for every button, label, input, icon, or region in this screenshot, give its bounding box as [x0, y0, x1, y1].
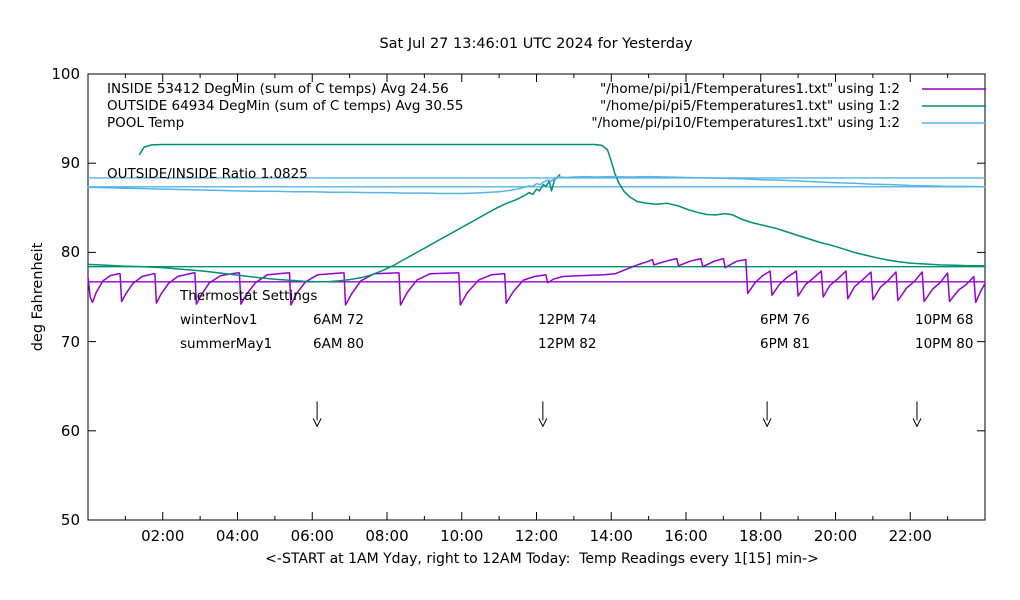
thermostat-setting: 10PM 80	[915, 336, 974, 352]
x-tick-label: 04:00	[215, 527, 260, 545]
y-tick-label: 70	[60, 332, 80, 351]
y-tick-label: 90	[60, 154, 80, 173]
thermostat-setting: 6PM 76	[760, 312, 810, 328]
thermostat-arrow-head	[538, 418, 548, 428]
x-tick-label: 14:00	[589, 527, 633, 545]
thermostat-arrow-head	[912, 418, 922, 428]
y-tick-label: 50	[60, 511, 80, 529]
ratio-annotation: OUTSIDE/INSIDE Ratio 1.0825	[107, 166, 308, 182]
x-tick-label: 16:00	[664, 527, 708, 545]
legend-label-inside: INSIDE 53412 DegMin (sum of C temps) Avg…	[107, 81, 449, 97]
thermostat-settings-title: Thermostat Settings	[180, 288, 318, 304]
series-pool-temp	[87, 175, 986, 195]
legend-source-pool: "/home/pi/pi10/Ftemperatures1.txt" using…	[591, 115, 900, 131]
x-tick-label: 22:00	[888, 527, 932, 545]
thermostat-setting: 12PM 82	[538, 336, 597, 352]
y-tick-label: 100	[51, 65, 80, 83]
chart-title: Sat Jul 27 13:46:01 UTC 2024 for Yesterd…	[379, 36, 693, 52]
series-outside-temp	[87, 174, 561, 283]
thermostat-setting: 6PM 81	[760, 336, 810, 352]
thermostat-row-name: summerMay1	[180, 336, 273, 352]
x-tick-label: 10:00	[440, 527, 484, 545]
y-tick-label: 60	[60, 421, 80, 440]
y-tick-label: 80	[60, 243, 80, 262]
x-tick-label: 08:00	[365, 527, 409, 545]
x-tick-label: 18:00	[739, 527, 783, 545]
legend-source-inside: "/home/pi/pi1/Ftemperatures1.txt" using …	[600, 81, 900, 97]
thermostat-arrow-head	[762, 418, 772, 428]
series-outside-high-plateau	[138, 143, 986, 267]
thermostat-setting: 6AM 72	[313, 312, 364, 328]
x-axis-label: <-START at 1AM Yday, right to 12AM Today…	[265, 551, 819, 567]
legend-label-pool: POOL Temp	[107, 115, 185, 131]
thermostat-setting: 6AM 80	[313, 336, 364, 352]
thermostat-arrow-head	[312, 418, 322, 428]
thermostat-row-name: winterNov1	[180, 312, 258, 328]
x-tick-label: 20:00	[813, 527, 858, 545]
thermostat-setting: 10PM 68	[915, 312, 974, 328]
series-inside-temp	[87, 257, 986, 306]
legend-source-outside: "/home/pi/pi5/Ftemperatures1.txt" using …	[600, 98, 900, 114]
x-tick-label: 02:00	[141, 527, 185, 545]
x-tick-label: 06:00	[290, 527, 334, 545]
thermostat-setting: 12PM 74	[538, 312, 597, 328]
legend-label-outside: OUTSIDE 64934 DegMin (sum of C temps) Av…	[107, 98, 464, 114]
x-tick-label: 12:00	[514, 527, 559, 545]
